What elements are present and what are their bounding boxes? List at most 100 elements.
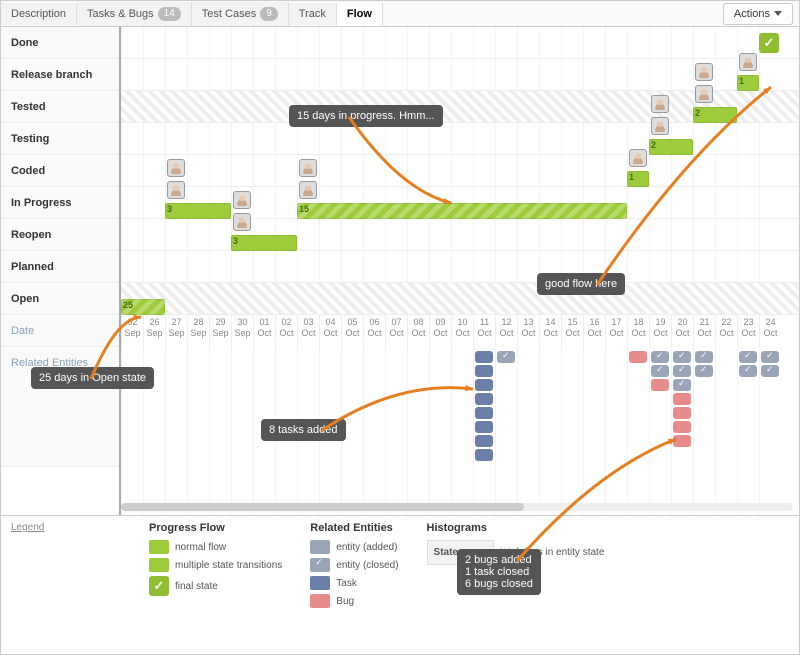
- avatar[interactable]: [233, 213, 251, 231]
- related-entity[interactable]: [739, 351, 757, 363]
- related-entity[interactable]: [695, 351, 713, 363]
- date-cell: 17Oct: [605, 315, 627, 347]
- flow-bar[interactable]: 3: [165, 203, 231, 219]
- date-cell: 08Oct: [407, 315, 429, 347]
- date-cell: 28Sep: [187, 315, 209, 347]
- related-entity[interactable]: [651, 379, 669, 391]
- tab-description[interactable]: Description: [1, 3, 77, 25]
- related-entity[interactable]: [673, 351, 691, 363]
- flow-bar-days: 25: [123, 300, 133, 310]
- tab-track[interactable]: Track: [289, 3, 337, 25]
- related-entity[interactable]: [475, 393, 493, 405]
- tab-badge: 9: [260, 7, 278, 21]
- date-cell: 02Sep: [121, 315, 143, 347]
- avatar[interactable]: [651, 117, 669, 135]
- date-cell: 01Oct: [253, 315, 275, 347]
- avatar[interactable]: [739, 53, 757, 71]
- date-cell: 29Sep: [209, 315, 231, 347]
- row-label: Coded: [1, 155, 119, 187]
- date-cell: 18Oct: [627, 315, 649, 347]
- related-entity[interactable]: [475, 379, 493, 391]
- date-cell: 20Oct: [671, 315, 693, 347]
- date-cell: 02Oct: [275, 315, 297, 347]
- flow-bar-days: 2: [695, 108, 700, 118]
- scroll-thumb[interactable]: [121, 503, 524, 511]
- flow-bar[interactable]: 1: [627, 171, 649, 187]
- row-label: Done: [1, 27, 119, 59]
- related-entity[interactable]: [673, 379, 691, 391]
- tab-test-cases[interactable]: Test Cases9: [192, 2, 289, 26]
- actions-dropdown[interactable]: Actions: [723, 3, 793, 25]
- related-entity[interactable]: [475, 435, 493, 447]
- tab-flow[interactable]: Flow: [337, 3, 383, 26]
- flow-bar-days: 1: [739, 76, 744, 86]
- related-entity[interactable]: [761, 365, 779, 377]
- related-entity[interactable]: [695, 365, 713, 377]
- avatar[interactable]: [695, 63, 713, 81]
- related-entity[interactable]: [475, 365, 493, 377]
- related-entity[interactable]: [673, 365, 691, 377]
- avatar[interactable]: [695, 85, 713, 103]
- legend-item-label: Task: [336, 578, 357, 589]
- avatar[interactable]: [629, 149, 647, 167]
- flow-bar[interactable]: 2: [649, 139, 693, 155]
- legend-title: Legend: [11, 522, 121, 533]
- callout: 2 bugs added 1 task closed 6 bugs closed: [457, 549, 541, 595]
- avatar[interactable]: [651, 95, 669, 113]
- callout: 25 days in Open state: [31, 367, 154, 389]
- related-entity[interactable]: [629, 351, 647, 363]
- flow-bar[interactable]: 15: [297, 203, 627, 219]
- related-entity[interactable]: [651, 365, 669, 377]
- tab-tasks-bugs[interactable]: Tasks & Bugs 14: [77, 2, 192, 26]
- actions-label: Actions: [734, 8, 770, 20]
- flow-grid: DoneRelease branchTestedTestingCodedIn P…: [1, 27, 799, 515]
- date-cell: 22Oct: [715, 315, 737, 347]
- date-cell: 19Oct: [649, 315, 671, 347]
- legend-heading: Histograms: [427, 522, 605, 534]
- related-entity[interactable]: [475, 421, 493, 433]
- avatar[interactable]: [233, 191, 251, 209]
- row-label: Open: [1, 283, 119, 315]
- date-axis: 02Sep26Sep27Sep28Sep29Sep30Sep01Oct02Oct…: [121, 315, 799, 347]
- related-entity[interactable]: [673, 421, 691, 433]
- related-entity[interactable]: [673, 393, 691, 405]
- final-state-icon: [759, 33, 779, 53]
- tab-label: Tasks & Bugs: [87, 8, 154, 20]
- flow-bar[interactable]: 25: [121, 299, 165, 315]
- legend-item-label: entity (closed): [336, 560, 398, 571]
- legend-progress: Progress Flow normal flow multiple state…: [149, 522, 282, 648]
- flow-bar-days: 1: [629, 172, 634, 182]
- date-cell: 12Oct: [495, 315, 517, 347]
- flow-bar[interactable]: 3: [231, 235, 297, 251]
- flow-bar[interactable]: 2: [693, 107, 737, 123]
- related-entity[interactable]: [761, 351, 779, 363]
- related-entity[interactable]: [475, 351, 493, 363]
- related-entity[interactable]: [739, 365, 757, 377]
- date-cell: 14Oct: [539, 315, 561, 347]
- related-entity[interactable]: [673, 435, 691, 447]
- avatar[interactable]: [299, 159, 317, 177]
- chart-area[interactable]: 02Sep26Sep27Sep28Sep29Sep30Sep01Oct02Oct…: [121, 27, 799, 515]
- related-entity[interactable]: [651, 351, 669, 363]
- related-entity[interactable]: [497, 351, 515, 363]
- avatar[interactable]: [299, 181, 317, 199]
- row-labels: DoneRelease branchTestedTestingCodedIn P…: [1, 27, 121, 515]
- tabs-bar: Description Tasks & Bugs 14 Test Cases9 T…: [1, 1, 799, 27]
- horizontal-scrollbar[interactable]: [121, 503, 793, 511]
- related-entity[interactable]: [475, 449, 493, 461]
- chevron-down-icon: [774, 11, 782, 16]
- callout: 15 days in progress. Hmm...: [289, 105, 443, 127]
- avatar[interactable]: [167, 181, 185, 199]
- avatar[interactable]: [167, 159, 185, 177]
- date-cell: 04Oct: [319, 315, 341, 347]
- date-cell: 13Oct: [517, 315, 539, 347]
- related-entity[interactable]: [475, 407, 493, 419]
- tab-label: Description: [11, 8, 66, 20]
- date-cell: 23Oct: [737, 315, 759, 347]
- tab-badge: 14: [158, 7, 181, 21]
- related-entity[interactable]: [673, 407, 691, 419]
- flow-bar[interactable]: 1: [737, 75, 759, 91]
- date-cell: 03Oct: [297, 315, 319, 347]
- row-label: Reopen: [1, 219, 119, 251]
- row-label: Planned: [1, 251, 119, 283]
